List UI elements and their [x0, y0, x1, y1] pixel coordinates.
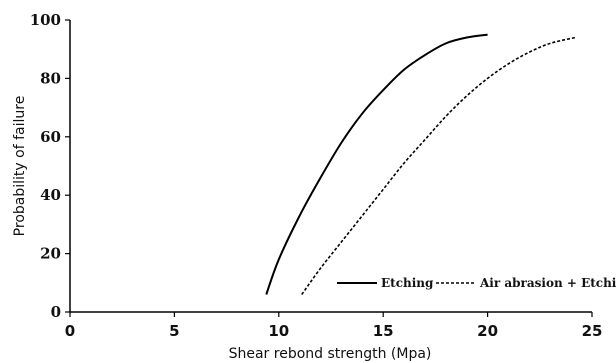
axes	[69, 20, 592, 313]
x-tick-label: 5	[169, 322, 179, 340]
y-tick-label: 60	[40, 128, 61, 146]
x-tick-label: 10	[268, 322, 289, 340]
y-tick-label: 80	[40, 69, 61, 87]
y-tick-label: 40	[40, 186, 61, 204]
legend: Etching Air abrasion + Etching	[337, 276, 616, 290]
series-line-1	[265, 33, 488, 295]
x-tick-label: 0	[65, 322, 75, 340]
ticks: 0 20 40 60 80 100 0 5 10 15 20 25	[30, 11, 603, 340]
y-tick-label: 20	[40, 245, 61, 263]
x-axis-label: Shear rebond strength (Mpa)	[229, 346, 432, 362]
x-tick-label: 25	[582, 322, 603, 340]
y-axis-label: Probability of failure	[12, 96, 28, 237]
series	[265, 33, 576, 295]
y-tick-label: 100	[30, 11, 61, 29]
series-line-2	[301, 36, 576, 295]
x-tick-label: 15	[373, 322, 394, 340]
legend-label-2: Air abrasion + Etching	[479, 276, 616, 290]
x-tick-label: 20	[477, 322, 498, 340]
legend-label-1: Etching	[381, 276, 434, 290]
y-tick-label: 0	[51, 303, 61, 321]
